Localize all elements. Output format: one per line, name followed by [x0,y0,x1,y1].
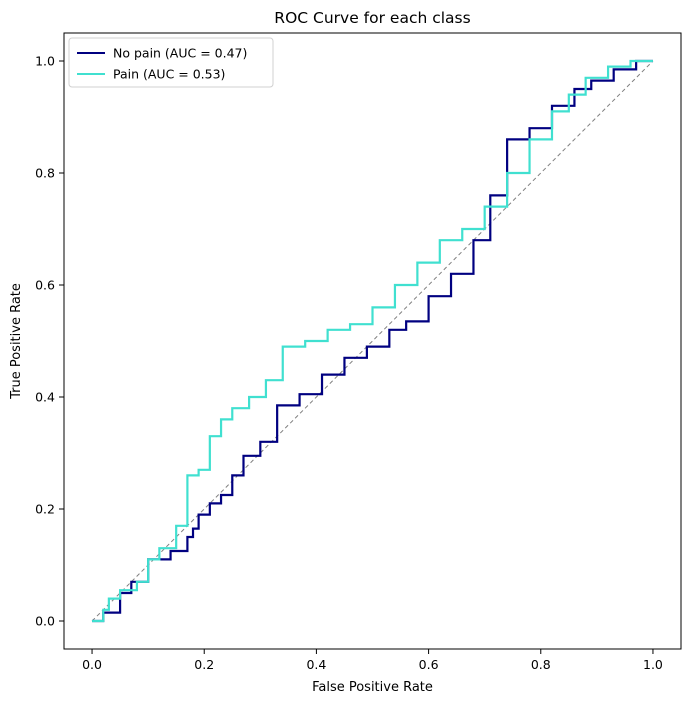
y-tick-label: 0.4 [35,390,55,405]
legend: No pain (AUC = 0.47) Pain (AUC = 0.53) [68,37,274,88]
y-tick-label: 0.2 [35,502,55,517]
y-tick-label: 0.6 [35,278,55,293]
x-tick-label: 0.4 [306,657,326,672]
legend-box [68,37,274,88]
y-axis-label: True Positive Rate [9,283,24,400]
series-line-pain [92,59,653,623]
y-tick-label: 1.0 [35,54,55,69]
y-tick-label: 0.8 [35,166,55,181]
x-tick-label: 0.0 [82,657,102,672]
legend-label-no-pain: No pain (AUC = 0.47) [113,46,247,61]
x-tick-label: 0.6 [419,657,439,672]
series-line-no-pain [92,59,653,623]
x-tick-label: 1.0 [643,657,663,672]
x-tick-label: 0.2 [194,657,214,672]
ticks-layer: 0.0 0.2 0.4 0.6 0.8 1.0 0.0 0.2 0.4 0.6 0.8 1.0 [35,54,663,673]
x-axis-label: False Positive Rate [312,680,433,695]
legend-label-pain: Pain (AUC = 0.53) [113,67,225,82]
series-layer [92,59,653,623]
chart-title: ROC Curve for each class [274,9,470,27]
y-tick-label: 0.0 [35,614,55,629]
reference-line [91,60,654,622]
x-tick-label: 0.8 [531,657,551,672]
